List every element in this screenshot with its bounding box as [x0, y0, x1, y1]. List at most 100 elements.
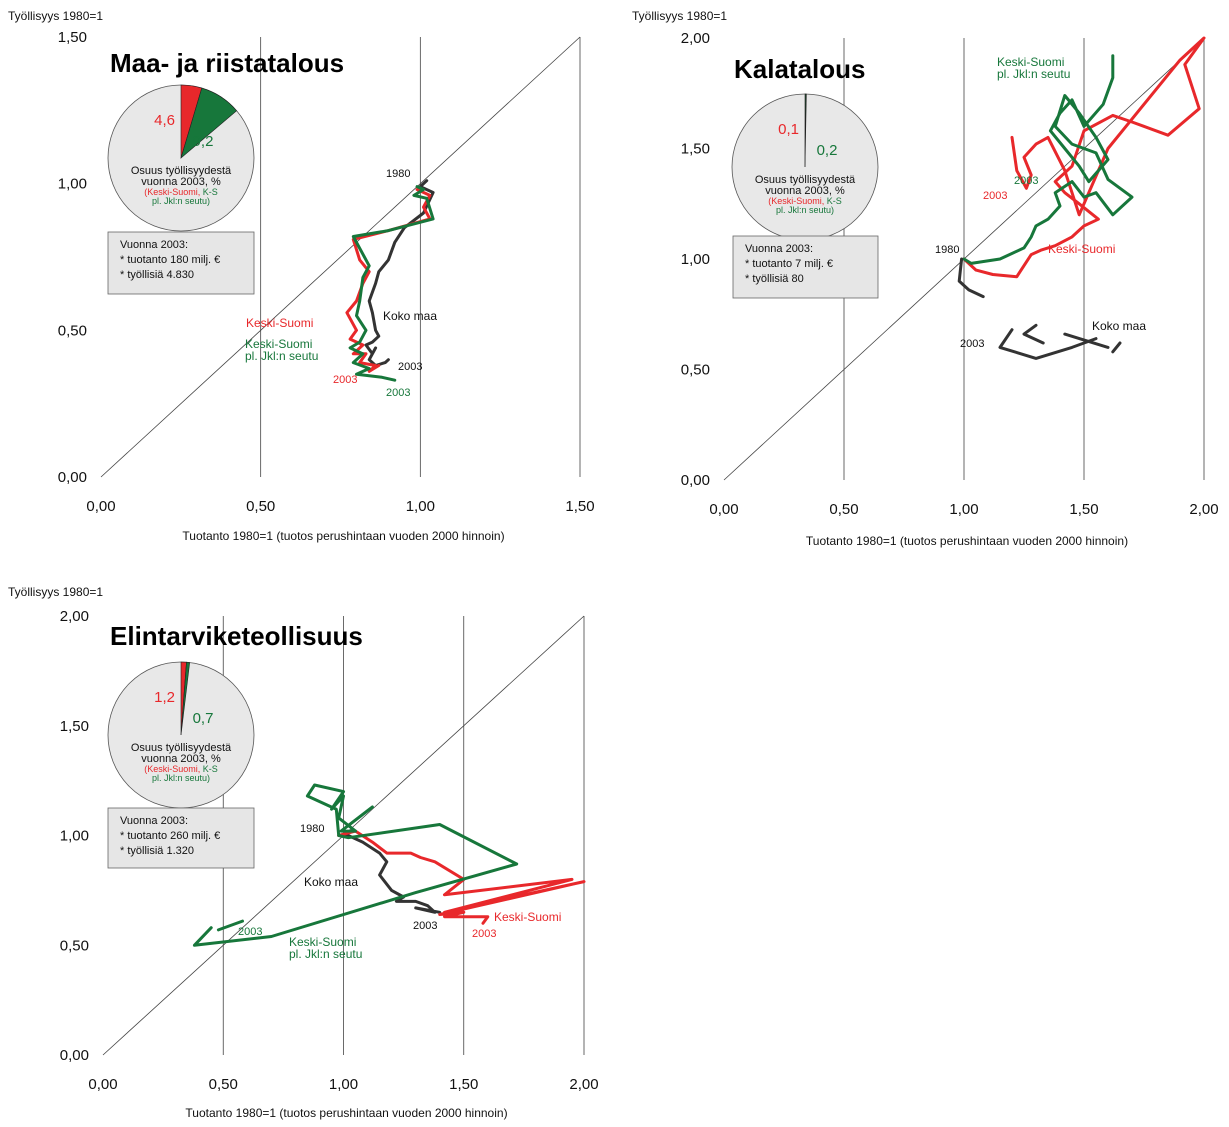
start-year-label: 1980 — [935, 244, 959, 256]
x-tick-label: 2,00 — [569, 1076, 598, 1093]
keski-suomi-pl-label: Keski-Suomi pl. Jkl:n seutu — [289, 935, 362, 961]
y-axis-label: Työllisyys 1980=1 — [8, 9, 103, 23]
pie-value-green: 9,2 — [193, 133, 214, 150]
y-axis-label: Työllisyys 1980=1 — [8, 585, 103, 599]
pie-value-red: 1,2 — [154, 689, 175, 706]
x-tick-label: 0,50 — [209, 1076, 238, 1093]
info-line2: * tuotanto 180 milj. € — [120, 254, 220, 266]
pie-value-red: 0,1 — [778, 121, 799, 138]
y-tick-label: 2,00 — [681, 30, 710, 47]
keski-suomi-pl-line2: pl. Jkl:n seutu — [289, 947, 362, 961]
x-tick-label: 0,00 — [86, 498, 115, 515]
series-line-black — [1022, 323, 1045, 345]
series-line-green — [348, 185, 435, 382]
x-tick-label: 0,00 — [709, 501, 738, 518]
y-tick-label: 1,00 — [681, 251, 710, 268]
series-line-black — [998, 328, 1098, 360]
pie-caption-line2: vuonna 2003, % — [141, 176, 221, 188]
keski-suomi-label: Keski-Suomi — [494, 910, 561, 924]
pie-value-green: 0,2 — [817, 142, 838, 159]
series-line-black — [364, 179, 435, 367]
chart-1: 0,00 0,50 1,00 1,50 0,00 0,50 1,00 1,50 Työllisy… — [8, 9, 595, 543]
keski-suomi-pl-label: Keski-Suomi pl. Jkl:n seutu — [997, 55, 1070, 81]
end-year-label-black: 2003 — [413, 920, 437, 932]
y-tick-label: 0,00 — [58, 469, 87, 486]
x-tick-label: 1,50 — [449, 1076, 478, 1093]
y-tick-label: 1,50 — [60, 718, 89, 735]
end-year-label-green: 2003 — [1014, 175, 1038, 187]
x-tick-label: 0,50 — [246, 498, 275, 515]
info-line3: * työllisiä 4.830 — [120, 269, 194, 281]
x-tick-label: 1,50 — [1069, 501, 1098, 518]
y-axis-label: Työllisyys 1980=1 — [632, 9, 727, 23]
start-year-label: 1980 — [300, 823, 324, 835]
pie-legend-red: (Keski-Suomi, — [768, 196, 824, 206]
series-line-black — [337, 834, 442, 914]
y-tick-label: 1,50 — [681, 141, 710, 158]
x-tick-label: 2,00 — [1189, 501, 1218, 518]
series-line-black — [1111, 341, 1122, 354]
pie-legend-line1: (Keski-Suomi, K-S — [144, 764, 218, 774]
pie-legend-line1: (Keski-Suomi, K-S — [144, 187, 218, 197]
series-line-green — [216, 919, 244, 932]
pie-slice-green — [180, 661, 191, 736]
info-line1: Vuonna 2003: — [120, 815, 188, 827]
koko-maa-label: Koko maa — [304, 875, 358, 889]
x-tick-label: 0,00 — [88, 1076, 117, 1093]
start-year-label: 1980 — [386, 168, 410, 180]
end-year-label-black: 2003 — [960, 338, 984, 350]
pie-legend-line1: (Keski-Suomi, K-S — [768, 196, 842, 206]
y-tick-label: 1,00 — [60, 828, 89, 845]
end-year-label-red: 2003 — [333, 374, 357, 386]
info-line1: Vuonna 2003: — [120, 239, 188, 251]
keski-suomi-pl-line2: pl. Jkl:n seutu — [997, 67, 1070, 81]
pie-legend-line2: pl. Jkl:n seutu) — [152, 773, 210, 783]
pie-caption-line2: vuonna 2003, % — [765, 185, 845, 197]
koko-maa-label: Koko maa — [1092, 319, 1146, 333]
koko-maa-label: Koko maa — [383, 309, 437, 323]
y-tick-label: 1,00 — [58, 176, 87, 193]
keski-suomi-pl-line2: pl. Jkl:n seutu — [245, 349, 318, 363]
pie-legend-red: (Keski-Suomi, — [144, 764, 200, 774]
info-box — [732, 235, 879, 299]
pie-legend-line2: pl. Jkl:n seutu) — [152, 196, 210, 206]
chart-title: Kalatalous — [734, 54, 866, 84]
keski-suomi-label: Keski-Suomi — [246, 316, 313, 330]
pie-legend-green: K-S — [203, 187, 218, 197]
chart-title: Maa- ja riistatalous — [110, 48, 344, 78]
end-year-label-green: 2003 — [238, 926, 262, 938]
y-tick-label: 1,50 — [58, 29, 87, 46]
keski-suomi-pl-label: Keski-Suomi pl. Jkl:n seutu — [245, 337, 318, 363]
x-axis-label: Tuotanto 1980=1 (tuotos perushintaan vuo… — [806, 534, 1128, 548]
keski-suomi-label: Keski-Suomi — [1048, 242, 1115, 256]
keski-suomi-pl-line1: Keski-Suomi — [997, 55, 1064, 69]
series-line-red — [962, 36, 1206, 279]
series-line-red — [337, 829, 586, 925]
pie-slice-green — [180, 87, 238, 159]
x-tick-label: 0,50 — [829, 501, 858, 518]
pie-slice-green — [804, 93, 807, 168]
info-line2: * tuotanto 7 milj. € — [745, 258, 833, 270]
x-tick-label: 1,00 — [329, 1076, 358, 1093]
chart-title: Elintarviketeollisuus — [110, 621, 363, 651]
end-year-label-black: 2003 — [398, 361, 422, 373]
series-line-green — [962, 54, 1134, 265]
pie-caption-line1: Osuus työllisyydestä — [131, 742, 232, 754]
end-year-label-red: 2003 — [983, 190, 1007, 202]
pie-caption-line2: vuonna 2003, % — [141, 753, 221, 765]
info-line1: Vuonna 2003: — [745, 243, 813, 255]
x-axis-label: Tuotanto 1980=1 (tuotos perushintaan vuo… — [185, 1106, 507, 1120]
pie-value-green: 0,7 — [193, 710, 214, 727]
diagonal-reference-line — [100, 36, 581, 478]
pie-caption-line1: Osuus työllisyydestä — [131, 165, 232, 177]
chart-3: 0,00 0,50 1,00 1,50 2,00 0,00 0,50 1,00 1,50 2,00… — [8, 585, 599, 1120]
keski-suomi-pl-line1: Keski-Suomi — [289, 935, 356, 949]
series-line-black — [1063, 332, 1110, 349]
pie-legend-green: K-S — [203, 764, 218, 774]
end-year-label-red: 2003 — [472, 928, 496, 940]
info-box — [107, 807, 255, 869]
y-tick-label: 0,50 — [60, 937, 89, 954]
series-line-black — [957, 257, 985, 299]
x-tick-label: 1,00 — [406, 498, 435, 515]
